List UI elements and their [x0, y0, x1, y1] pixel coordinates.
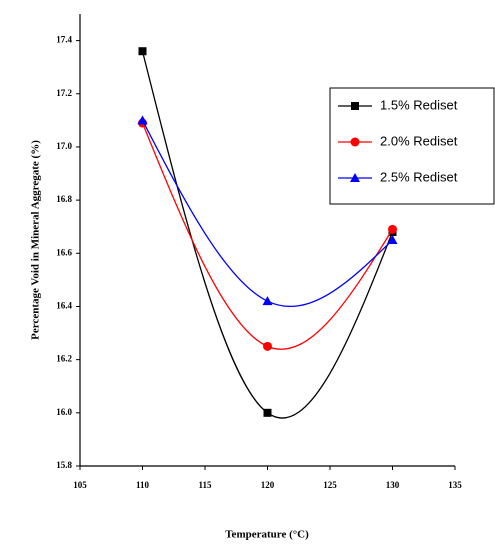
x-tick-label: 115	[198, 480, 212, 490]
marker	[138, 47, 147, 56]
x-tick-label: 125	[323, 480, 337, 490]
series-line	[141, 120, 393, 307]
x-tick-label: 105	[73, 480, 87, 490]
marker	[263, 341, 272, 351]
y-tick-label: 17.0	[56, 141, 72, 151]
y-tick-label: 16.2	[56, 354, 72, 364]
x-tick-label: 120	[261, 480, 275, 490]
marker	[350, 173, 360, 182]
legend-label: 2.5% Rediset	[380, 169, 458, 184]
y-tick-label: 16.4	[56, 301, 72, 311]
y-axis-label: Percentage Void in Mineral Aggregate (%)	[30, 140, 42, 340]
y-tick-label: 15.8	[56, 460, 72, 470]
marker	[351, 102, 359, 110]
y-tick-label: 16.0	[56, 407, 72, 417]
marker	[262, 296, 273, 306]
x-tick-label: 130	[386, 480, 400, 490]
y-tick-label: 17.4	[56, 35, 72, 45]
x-tick-label: 135	[448, 480, 462, 490]
marker	[387, 235, 398, 244]
x-axis-label: Temperature (°C)	[225, 529, 309, 541]
y-tick-label: 17.2	[56, 88, 72, 98]
y-tick-label: 16.6	[56, 247, 72, 257]
legend-label: 1.5% Rediset	[380, 97, 458, 112]
marker	[350, 137, 360, 147]
legend-label: 2.0% Rediset	[380, 133, 458, 148]
x-tick-label: 110	[136, 480, 150, 490]
marker	[137, 115, 148, 125]
y-tick-label: 16.8	[56, 194, 72, 204]
marker	[388, 224, 397, 234]
marker	[263, 408, 272, 417]
